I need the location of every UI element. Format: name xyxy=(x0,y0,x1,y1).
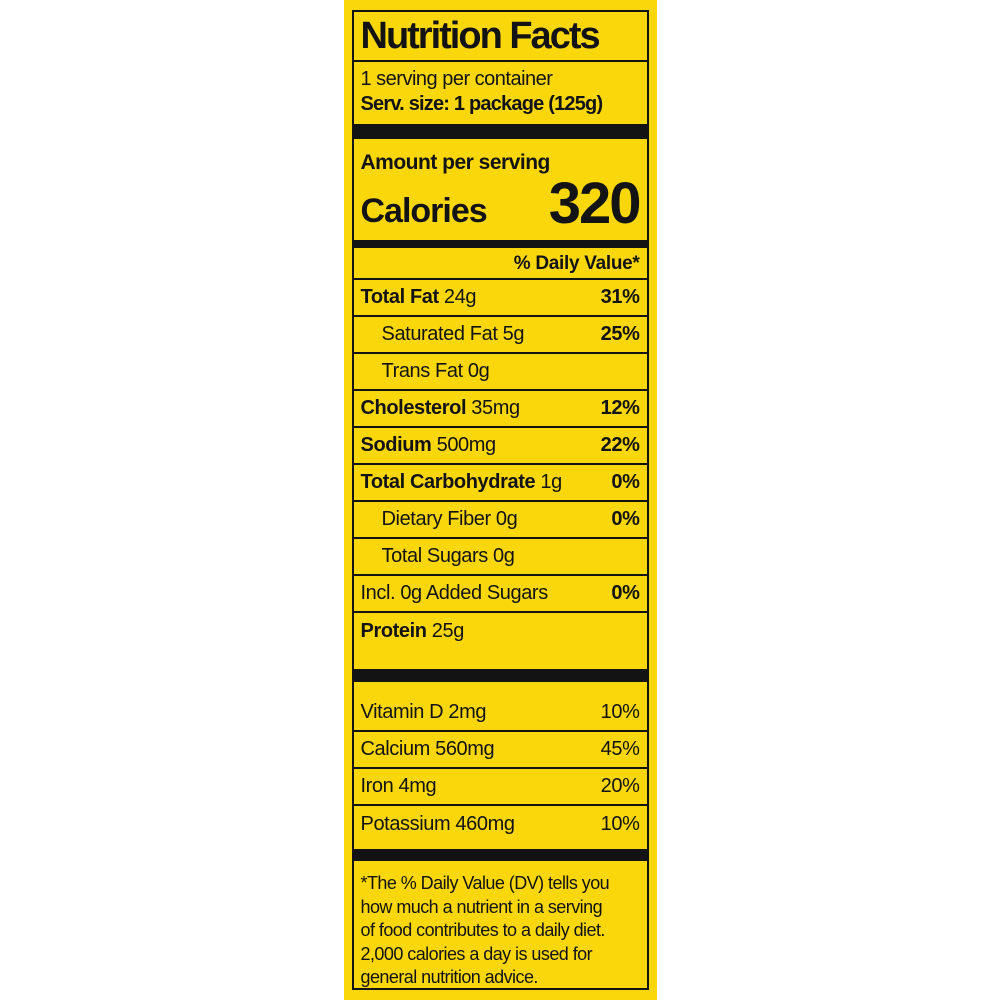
nutrient-name: Sodium 500mg xyxy=(360,434,497,457)
nutrient-amount: 500mg xyxy=(431,434,497,457)
nutrient-name: Total Sugars 0g xyxy=(361,545,515,568)
calories-value: 320 xyxy=(548,171,642,237)
nutrition-facts-label: Nutrition Facts 1 serving per container … xyxy=(343,0,657,1000)
label-inner-border: Nutrition Facts 1 serving per container … xyxy=(351,10,649,990)
nutrient-name-bold: Total Fat xyxy=(360,286,440,309)
nutrient-row-saturated-fat: Saturated Fat 5g 25% xyxy=(353,317,647,355)
nutrient-daily-value: 12% xyxy=(600,397,640,420)
vitamin-daily-value: 45% xyxy=(600,738,640,761)
nutrient-name: Total Carbohydrate 1g xyxy=(360,471,563,494)
nutrient-amount: Total Sugars 0g xyxy=(381,545,515,568)
vitamin-name: Vitamin D 2mg xyxy=(360,701,487,724)
nutrient-name: Protein 25g xyxy=(360,620,465,643)
calories-row: Calories 320 xyxy=(354,171,647,237)
nutrient-name: Saturated Fat 5g xyxy=(361,323,525,346)
divider-thick-middle xyxy=(353,669,647,683)
vitamin-daily-value: 20% xyxy=(600,775,640,798)
vitamin-daily-value: 10% xyxy=(600,701,640,724)
nutrient-row-cholesterol: Cholesterol 35mg 12% xyxy=(353,391,647,429)
nutrient-amount: Dietary Fiber 0g xyxy=(381,508,518,531)
nutrient-daily-value: 0% xyxy=(611,471,640,494)
amount-per-serving: Amount per serving xyxy=(360,150,551,174)
spacer xyxy=(354,650,647,659)
nutrient-name-bold: Total Carbohydrate xyxy=(360,471,536,494)
nutrient-row-total-fat: Total Fat 24g 31% xyxy=(353,280,647,318)
divider-thick-top xyxy=(353,123,647,139)
nutrient-name-bold: Cholesterol xyxy=(360,397,467,420)
nutrient-daily-value: 22% xyxy=(600,434,640,457)
vitamin-row-vitamin-d: Vitamin D 2mg 10% xyxy=(353,695,647,733)
vitamin-name: Potassium 460mg xyxy=(360,813,515,836)
nutrient-amount: Incl. 0g Added Sugars xyxy=(360,582,549,605)
nutrient-row-dietary-fiber: Dietary Fiber 0g 0% xyxy=(353,502,647,540)
nutrient-name: Incl. 0g Added Sugars xyxy=(360,582,549,605)
nutrient-row-protein: Protein 25g xyxy=(354,613,647,650)
divider-thick-bottom xyxy=(353,849,647,862)
nutrient-amount: 25g xyxy=(426,620,465,643)
vitamin-daily-value: 10% xyxy=(600,813,640,836)
nutrient-amount: 1g xyxy=(535,471,562,494)
nutrient-row-total-carbohydrate: Total Carbohydrate 1g 0% xyxy=(353,465,647,503)
daily-value-footnote: *The % Daily Value (DV) tells you how mu… xyxy=(360,873,610,987)
nutrient-name-bold: Sodium xyxy=(360,434,432,457)
nutrient-daily-value: 31% xyxy=(600,286,640,309)
daily-value-header: % Daily Value* xyxy=(353,248,647,281)
nutrient-daily-value: 0% xyxy=(611,508,640,531)
nutrient-daily-value: 25% xyxy=(600,323,640,346)
nutrient-name: Trans Fat 0g xyxy=(361,360,490,383)
vitamin-name: Iron 4mg xyxy=(360,775,437,798)
vitamin-row-iron: Iron 4mg 20% xyxy=(353,769,647,807)
nutrient-amount: 35mg xyxy=(466,397,520,420)
nutrient-row-sodium: Sodium 500mg 22% xyxy=(353,428,647,466)
nutrient-name: Dietary Fiber 0g xyxy=(361,508,518,531)
label-title: Nutrition Facts xyxy=(353,12,647,62)
vitamin-name: Calcium 560mg xyxy=(360,738,495,761)
vitamin-row-potassium: Potassium 460mg 10% xyxy=(354,806,647,843)
nutrient-name-bold: Protein xyxy=(360,620,428,643)
nutrient-amount: Saturated Fat 5g xyxy=(381,323,525,346)
nutrient-row-trans-fat: Trans Fat 0g xyxy=(353,354,647,392)
servings-per-container: 1 serving per container xyxy=(360,67,553,90)
nutrient-daily-value: 0% xyxy=(611,582,640,605)
serving-size: Serv. size: 1 package (125g) xyxy=(360,92,604,115)
nutrient-name: Total Fat 24g xyxy=(361,286,477,309)
nutrient-name: Cholesterol 35mg xyxy=(360,397,521,420)
nutrient-amount: 24g xyxy=(438,286,477,309)
calories-label: Calories xyxy=(360,191,488,230)
nutrient-row-total-sugars: Total Sugars 0g xyxy=(353,539,647,577)
vitamin-row-calcium: Calcium 560mg 45% xyxy=(353,732,647,770)
divider-medium xyxy=(353,240,647,249)
spacer xyxy=(354,682,647,695)
nutrient-amount: Trans Fat 0g xyxy=(381,360,490,383)
nutrient-row-added-sugars: Incl. 0g Added Sugars 0% xyxy=(353,576,647,614)
